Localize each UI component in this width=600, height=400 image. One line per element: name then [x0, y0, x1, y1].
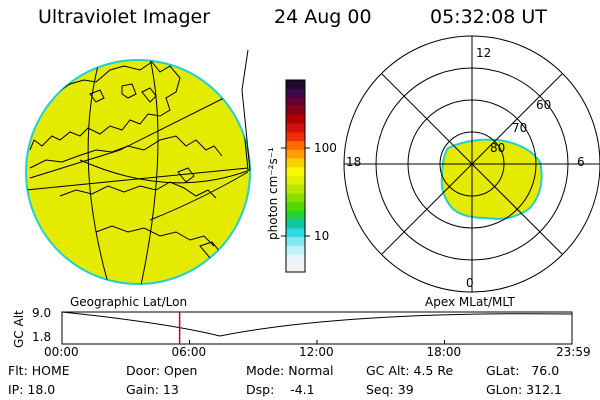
meridian-line — [87, 60, 111, 284]
mlat-label-60: 60 — [536, 98, 552, 112]
altitude-x-ticks — [61, 340, 573, 344]
altitude-ymax-label: 9.0 — [32, 306, 52, 320]
status-flight: Flt: HOME — [8, 363, 70, 378]
coastline — [121, 83, 137, 99]
colorbar-segment — [286, 254, 305, 264]
frame-edge — [241, 49, 251, 171]
altitude-x-tick-label: 12:00 — [299, 345, 334, 359]
polar-panel-label: Apex MLat/MLT — [425, 295, 515, 309]
status-mode: Mode: Normal — [246, 363, 334, 378]
colorbar-segment — [286, 202, 305, 212]
colorbar-tick-100: 100 — [314, 141, 337, 155]
coastline — [29, 135, 223, 169]
colorbar-segment — [286, 132, 305, 142]
altitude-plot — [61, 311, 573, 345]
altitude-x-tick-label: 06:00 — [171, 345, 207, 359]
altitude-x-tick-label: 23:59 — [556, 345, 591, 359]
status-glat: GLat: 76.0 — [486, 363, 560, 378]
status-gc-alt: GC Alt: 4.5 Re — [366, 363, 454, 378]
colorbar-segment — [286, 237, 305, 247]
altitude-x-tick-label: 18:00 — [426, 345, 462, 359]
coastline — [89, 89, 105, 103]
observation-date: 24 Aug 00 — [274, 6, 372, 28]
colorbar-unit-label: photon cm⁻²s⁻¹ — [266, 147, 280, 240]
colorbar-segment — [286, 123, 305, 133]
colorbar-segment — [286, 176, 305, 186]
mlt-label-12: 12 — [476, 46, 492, 60]
colorbar-segment — [286, 141, 305, 151]
colorbar-segment — [286, 193, 305, 203]
status-dsp: Dsp: -4.1 — [246, 382, 315, 397]
colorbar-segment — [286, 245, 305, 256]
geo-panel-label: Geographic Lat/Lon — [70, 295, 188, 309]
meridian-line — [29, 89, 241, 179]
colorbar-segment — [286, 97, 305, 107]
status-seq: Seq: 39 — [366, 382, 414, 397]
status-ip: IP: 18.0 — [8, 382, 56, 397]
parallel-line — [79, 159, 250, 184]
colorbar-segment — [286, 228, 305, 238]
meridian-line — [139, 60, 159, 284]
auroral-emission-disc — [25, 59, 251, 285]
geographic-image — [25, 49, 251, 285]
polar-plot — [343, 35, 600, 293]
colorbar-segment — [286, 210, 305, 221]
colorbar-segment — [286, 158, 305, 168]
colorbar-segment — [286, 106, 305, 116]
colorbar-segment — [286, 184, 305, 194]
status-door: Door: Open — [126, 363, 198, 378]
mlt-label-0: 0 — [466, 276, 474, 290]
status-glon: GLon: 312.1 — [486, 382, 562, 397]
altitude-ymin-label: 1.8 — [32, 330, 52, 344]
coastline — [177, 167, 195, 183]
colorbar-segment — [286, 219, 305, 229]
colorbar — [281, 79, 310, 273]
mlt-label-6: 6 — [577, 155, 585, 169]
mlat-label-70: 70 — [512, 121, 528, 135]
altitude-ylabel: GC Alt — [12, 310, 26, 348]
colorbar-segment — [286, 167, 305, 177]
coastline — [29, 61, 181, 151]
colorbar-tick-10: 10 — [314, 229, 330, 243]
status-gain: Gain: 13 — [126, 382, 179, 397]
altitude-x-tick-label: 00:00 — [44, 345, 79, 359]
altitude-plot-frame — [61, 311, 573, 345]
colorbar-segment — [286, 114, 305, 125]
colorbar-segment — [286, 80, 305, 90]
colorbar-segment — [286, 263, 305, 273]
colorbar-segment — [286, 88, 305, 98]
coastline — [59, 181, 217, 199]
mlt-label-18: 18 — [346, 155, 362, 169]
altitude-curve — [61, 311, 573, 337]
meridian-diag-b — [381, 73, 563, 255]
observation-time: 05:32:08 UT — [430, 6, 547, 28]
auroral-oval — [440, 138, 543, 220]
coastline — [95, 225, 215, 247]
instrument-title: Ultraviolet Imager — [38, 6, 211, 28]
colorbar-segment — [286, 149, 305, 160]
mlat-label-80: 80 — [490, 141, 506, 155]
parallel-line — [149, 171, 249, 221]
